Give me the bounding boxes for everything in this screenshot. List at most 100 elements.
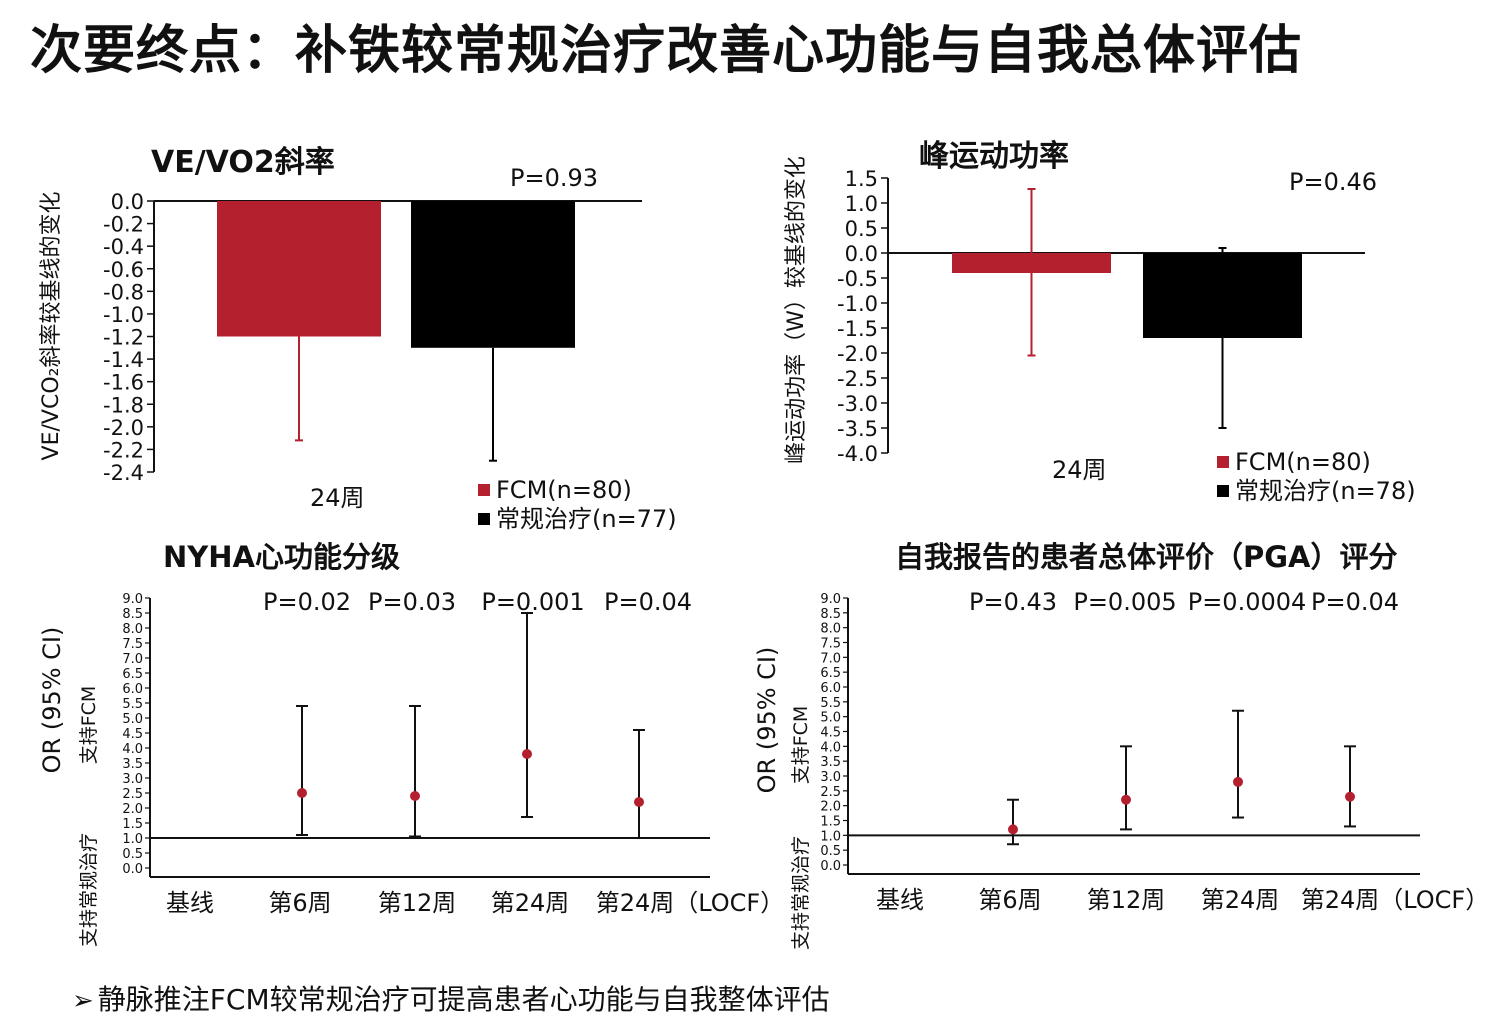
- favor-control-label: 支持常规治疗: [78, 833, 100, 947]
- footnote-text: 静脉推注FCM较常规治疗可提高患者心功能与自我整体评估: [97, 983, 830, 1016]
- p-value-label: P=0.001: [481, 588, 584, 616]
- chart-title: 峰运动功率: [919, 139, 1069, 174]
- y-tick-label: -4.0: [837, 442, 878, 466]
- y-tick-label: 8.0: [122, 622, 143, 637]
- legend-swatch-control: [1217, 485, 1229, 497]
- chart-ve-vco2-svg: VE/VO2斜率0.0-0.2-0.4-0.6-0.8-1.0-1.2-1.4-…: [39, 145, 677, 533]
- p-value-label: P=0.005: [1073, 588, 1176, 616]
- y-axis-label: OR (95% CI): [753, 647, 781, 794]
- y-tick-label: -3.5: [837, 417, 878, 441]
- chart-title: VE/VO2斜率: [151, 145, 335, 180]
- x-category-label: 第6周: [978, 886, 1041, 914]
- chart-title: NYHA心功能分级: [163, 540, 400, 574]
- y-tick-label: 4.0: [820, 740, 841, 755]
- chart-nyha-svg: NYHA心功能分级0.00.51.01.52.02.53.03.54.04.55…: [38, 540, 784, 947]
- y-tick-label: 0.5: [845, 217, 878, 241]
- y-tick-label: 5.5: [122, 697, 143, 712]
- y-tick-label: -3.0: [837, 392, 878, 416]
- x-category-label: 基线: [876, 886, 924, 914]
- y-tick-label: 4.5: [122, 727, 143, 742]
- or-point: [522, 749, 532, 759]
- bar-control: [411, 201, 575, 348]
- y-tick-label: -1.6: [103, 371, 144, 395]
- y-tick-label: 4.5: [820, 726, 841, 741]
- or-point: [634, 797, 644, 807]
- y-tick-label: 0.0: [820, 859, 841, 874]
- y-tick-label: -2.0: [103, 416, 144, 440]
- y-tick-label: 2.0: [820, 800, 841, 815]
- legend-swatch-fcm: [478, 484, 490, 496]
- y-tick-label: 0.5: [122, 847, 143, 862]
- favor-fcm-label: 支持FCM: [790, 706, 812, 785]
- legend-label-control: 常规治疗(n=77): [496, 505, 677, 533]
- p-value-label: P=0.0004: [1188, 588, 1307, 616]
- or-point: [410, 791, 420, 801]
- y-tick-label: -1.2: [103, 326, 144, 350]
- y-tick-label: 0.0: [845, 242, 878, 266]
- x-category-label: 第6周: [268, 889, 331, 917]
- or-point: [1121, 794, 1131, 805]
- p-value-label: P=0.43: [969, 588, 1057, 616]
- y-tick-label: -0.4: [103, 235, 144, 259]
- y-axis-label: 峰运动功率（W）较基线的变化: [784, 156, 809, 464]
- chart-peak-power: 峰运动功率 1.5 1.0 0.5 0.0 -0.5 -1.0 -1.5 -2.0 -2.5 -3.…: [775, 130, 1475, 530]
- chart-nyha: NYHA心功能分级 0.0 0.5 1.0 1.5 2.0 2.5 3.0 3.5 4.0 4.5 5…: [30, 530, 790, 970]
- y-tick-label: -1.5: [837, 317, 878, 341]
- legend-swatch-control: [478, 513, 490, 525]
- y-tick-label: -0.6: [103, 258, 144, 282]
- y-tick-label: 1.5: [820, 815, 841, 830]
- y-tick-label: -0.2: [103, 213, 144, 237]
- y-tick-label: 7.0: [820, 651, 841, 666]
- y-tick-label: 1.0: [122, 832, 143, 847]
- chart-pga-svg: 自我报告的患者总体评价（PGA）评分 0.00.51.01.52.02.53.03…: [753, 540, 1489, 950]
- y-tick-label: 3.0: [122, 772, 143, 787]
- y-tick-label: 9.0: [122, 592, 143, 607]
- x-category-label: 24周: [310, 484, 365, 512]
- y-tick-label: 8.0: [820, 622, 841, 637]
- legend-label-fcm: FCM(n=80): [1235, 448, 1371, 476]
- x-category-label: 第12周: [378, 889, 457, 917]
- y-tick-label: 7.0: [122, 652, 143, 667]
- or-point: [1008, 824, 1018, 835]
- y-tick-label: 8.5: [122, 607, 143, 622]
- chart-pga: 自我报告的患者总体评价（PGA）评分 0.0 0.5 1.0 1.5 2.0 2.5 3.0 3…: [745, 530, 1495, 970]
- or-point: [1345, 791, 1355, 802]
- y-tick-label: 0.5: [820, 844, 841, 859]
- y-tick-label: 6.0: [820, 681, 841, 696]
- y-axis-label: VE/VCO₂斜率较基线的变化: [39, 192, 64, 461]
- p-value-label: P=0.93: [510, 164, 598, 192]
- y-tick-label: 3.0: [820, 770, 841, 785]
- y-tick-label: 5.5: [820, 696, 841, 711]
- p-value-label: P=0.04: [1311, 588, 1399, 616]
- y-tick-label: 1.5: [122, 817, 143, 832]
- y-tick-label: -2.0: [837, 342, 878, 366]
- y-tick-label: -1.0: [837, 292, 878, 316]
- y-tick-label: -1.0: [103, 303, 144, 327]
- y-tick-label: 5.0: [820, 711, 841, 726]
- p-value-label: P=0.46: [1289, 168, 1377, 196]
- y-tick-label: -2.5: [837, 367, 878, 391]
- y-tick-label: 0.0: [111, 190, 144, 214]
- y-tick-label: 2.5: [820, 785, 841, 800]
- y-tick-label: 4.0: [122, 742, 143, 757]
- x-category-label: 基线: [166, 889, 214, 917]
- y-tick-label: 6.0: [122, 682, 143, 697]
- x-category-label: 第24周: [1201, 886, 1280, 914]
- footnote: ➢ 静脉推注FCM较常规治疗可提高患者心功能与自我整体评估: [72, 978, 830, 1018]
- y-tick-label: 5.0: [122, 712, 143, 727]
- y-tick-label: -2.2: [103, 438, 144, 462]
- x-category-label: 第12周: [1087, 886, 1166, 914]
- y-tick-label: -0.8: [103, 280, 144, 304]
- y-tick-label: -0.5: [837, 267, 878, 291]
- y-tick-label: 1.5: [845, 167, 878, 191]
- y-axis-label: OR (95% CI): [38, 627, 66, 774]
- x-category-label: 第24周: [491, 889, 570, 917]
- y-tick-label: 0.0: [122, 862, 143, 877]
- favor-fcm-label: 支持FCM: [78, 686, 100, 765]
- legend-swatch-fcm: [1217, 456, 1229, 468]
- legend-label-control: 常规治疗(n=78): [1235, 477, 1416, 505]
- y-tick-label: 3.5: [122, 757, 143, 772]
- y-tick-label: 2.5: [122, 787, 143, 802]
- x-category-label: 24周: [1052, 456, 1107, 484]
- y-tick-label: 8.5: [820, 607, 841, 622]
